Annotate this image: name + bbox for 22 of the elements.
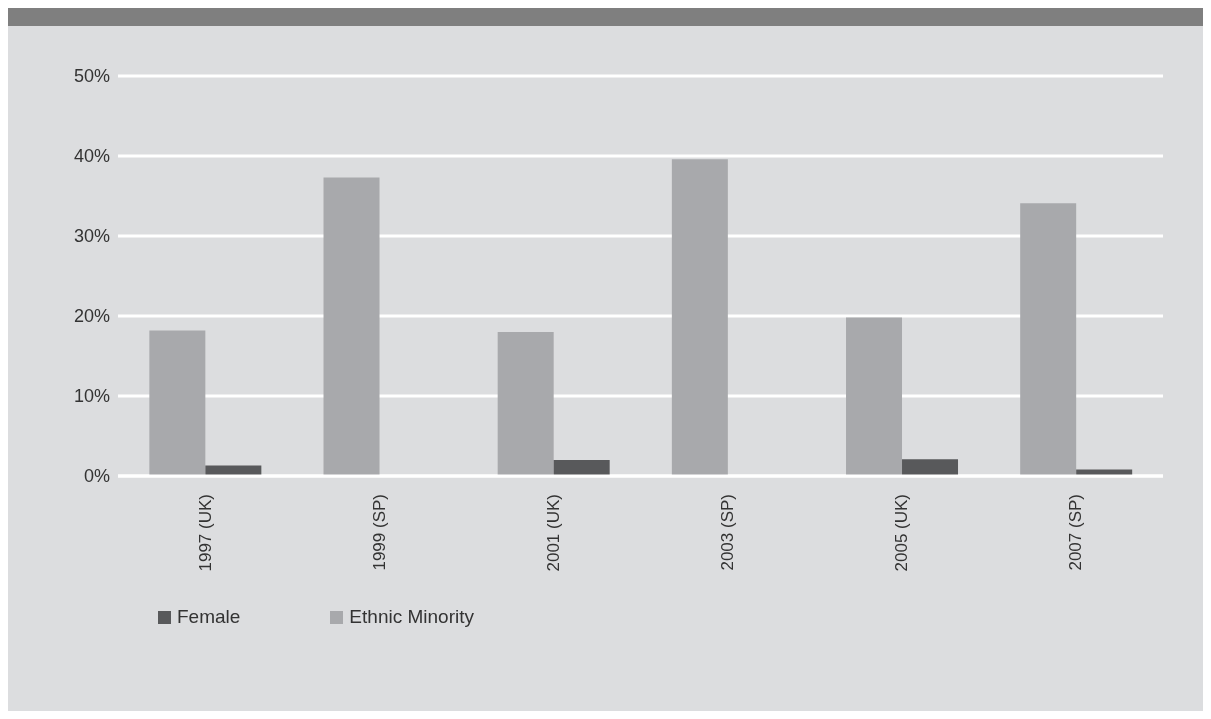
bar: [149, 330, 206, 476]
legend-label: Ethnic Minority: [348, 606, 474, 628]
bar: [497, 332, 554, 476]
x-tick-label: 2007 (SP): [1066, 494, 1086, 571]
x-tick-label: 1997 (UK): [195, 494, 215, 572]
bar: [846, 317, 903, 476]
bar: [902, 459, 959, 476]
y-tick-label: 50%: [73, 66, 110, 87]
bar: [1020, 203, 1077, 476]
bar: [671, 159, 728, 476]
y-tick-label: 10%: [73, 386, 110, 407]
x-tick-label: 2001 (UK): [543, 494, 563, 572]
y-tick-label: 20%: [73, 306, 110, 327]
legend-label: Female: [176, 606, 241, 628]
x-tick-label: 1999 (SP): [369, 494, 389, 571]
y-tick-label: 0%: [83, 466, 110, 487]
y-tick-label: 30%: [73, 226, 110, 247]
x-tick-label: 2005 (UK): [892, 494, 912, 572]
bar: [553, 460, 610, 476]
x-tick-label: 2003 (SP): [718, 494, 738, 571]
y-tick-label: 40%: [73, 146, 110, 167]
bar: [323, 177, 380, 476]
